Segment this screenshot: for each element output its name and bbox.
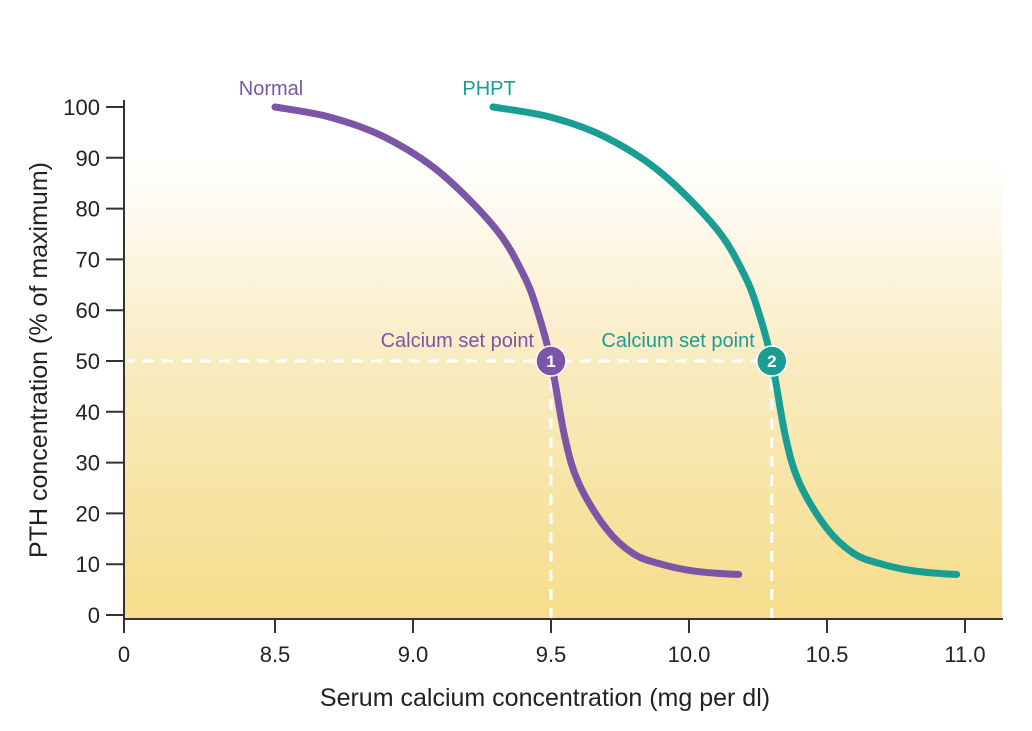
y-tick-label: 50 bbox=[76, 349, 100, 374]
x-axis-title: Serum calcium concentration (mg per dl) bbox=[320, 684, 770, 712]
x-tick-label: 0 bbox=[118, 642, 130, 667]
x-tick-label: 11.0 bbox=[944, 642, 985, 667]
x-tick-label: 10.5 bbox=[806, 642, 849, 667]
y-axis-title: PTH concentration (% of maximum) bbox=[25, 162, 53, 558]
set-point-number-2: 2 bbox=[767, 352, 776, 371]
y-tick-label: 0 bbox=[88, 603, 100, 628]
set-point-number-1: 1 bbox=[546, 352, 555, 371]
y-tick-label: 90 bbox=[76, 146, 100, 171]
y-tick-label: 70 bbox=[76, 247, 100, 272]
series-line-normal bbox=[271, 103, 743, 578]
plot-background bbox=[124, 160, 1002, 618]
y-tick-label: 80 bbox=[76, 197, 100, 222]
y-tick-label: 100 bbox=[63, 95, 100, 120]
y-tick-label: 40 bbox=[76, 400, 100, 425]
y-tick-label: 30 bbox=[76, 451, 100, 476]
set-point-label-normal: Calcium set point bbox=[381, 330, 535, 352]
series-label-phpt: PHPT bbox=[462, 78, 515, 100]
set-point-marker-1: 1 bbox=[535, 345, 567, 377]
set-point-circle-2 bbox=[756, 345, 788, 377]
set-point-label-phpt: Calcium set point bbox=[601, 330, 755, 352]
set-point-circle-1 bbox=[535, 345, 567, 377]
set-point-marker-2: 2 bbox=[756, 345, 788, 377]
x-tick-label: 10.0 bbox=[668, 642, 711, 667]
y-tick-label: 10 bbox=[76, 552, 100, 577]
x-tick-label: 9.5 bbox=[536, 642, 567, 667]
series-line-phpt bbox=[489, 103, 961, 578]
y-tick-label: 20 bbox=[76, 501, 100, 526]
x-tick-label: 8.5 bbox=[260, 642, 291, 667]
x-tick-label: 9.0 bbox=[398, 642, 429, 667]
series-label-normal: Normal bbox=[239, 78, 303, 100]
y-tick-label: 60 bbox=[76, 298, 100, 323]
